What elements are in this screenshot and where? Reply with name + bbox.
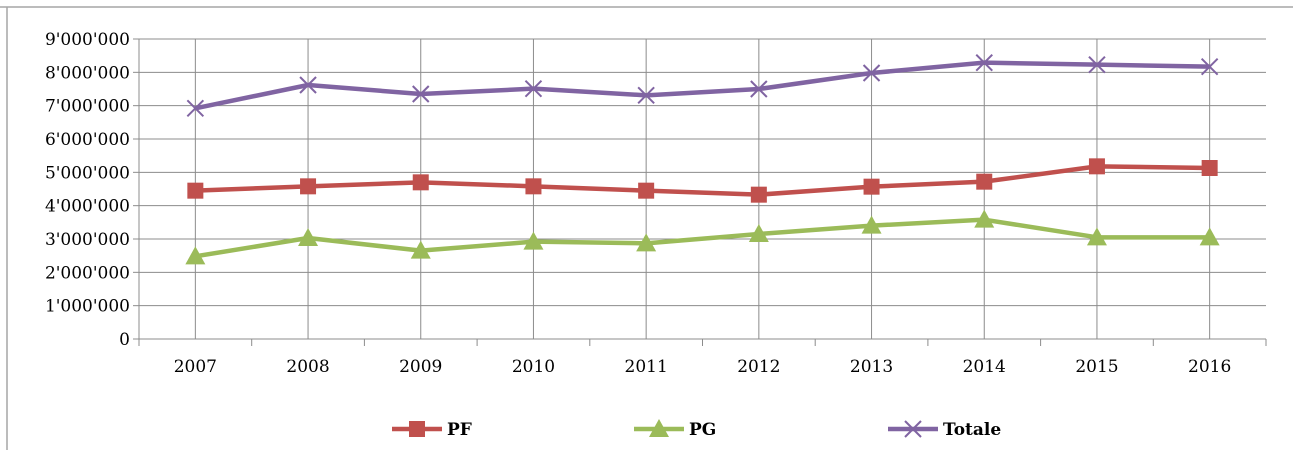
- data-point-totale: [975, 53, 993, 72]
- legend-marker-pg: [649, 419, 669, 437]
- data-point-pf: [638, 182, 655, 199]
- y-tick-label: 9'000'000: [45, 30, 130, 50]
- data-point-totale: [186, 99, 205, 118]
- data-point-pg: [861, 215, 882, 234]
- series-line-pf: [195, 164, 1210, 197]
- y-tick-label: 2'000'000: [45, 263, 130, 283]
- y-tick-label: 5'000'000: [45, 163, 130, 183]
- x-tick-label: 2013: [850, 357, 893, 377]
- legend-item-pf: PF: [392, 420, 472, 440]
- data-point-totale-stroke: [524, 79, 543, 98]
- data-point-totale-stroke: [412, 85, 430, 103]
- data-point-pg: [410, 240, 431, 259]
- data-point-totale-stroke: [750, 80, 768, 98]
- x-tick-label: 2011: [625, 357, 668, 377]
- data-point-totale-stroke: [186, 99, 205, 118]
- data-point-totale-stroke: [862, 64, 881, 82]
- legend-marker-pf: [409, 421, 425, 437]
- y-tick-label: 3'000'000: [45, 230, 130, 250]
- y-tick-label: 4'000'000: [45, 197, 130, 217]
- data-point-totale: [862, 64, 881, 82]
- data-point-pf: [976, 173, 993, 190]
- data-point-pf: [750, 186, 767, 203]
- x-tick-label: 2015: [1075, 357, 1118, 377]
- x-tick-label: 2008: [286, 357, 329, 377]
- series-line-pg: [194, 217, 1210, 259]
- data-point-pf: [187, 182, 204, 199]
- data-point-totale-stroke: [1088, 55, 1106, 74]
- data-point-pg: [636, 233, 657, 252]
- y-tick-label: 6'000'000: [45, 130, 130, 150]
- legend-item-totale: Totale: [888, 420, 1001, 440]
- series-pg: [185, 209, 1220, 265]
- data-point-pg: [974, 209, 995, 228]
- data-point-totale-stroke: [975, 53, 993, 72]
- data-point-totale: [1200, 57, 1219, 76]
- data-point-pf: [525, 178, 542, 195]
- y-tick-label: 7'000'000: [45, 97, 130, 117]
- x-tick-label: 2007: [174, 357, 217, 377]
- data-point-pg: [1086, 227, 1107, 246]
- legend-marker-totale-stroke: [904, 420, 922, 438]
- data-point-pg: [185, 246, 206, 265]
- x-tick-label: 2009: [399, 357, 442, 377]
- x-tick-label: 2012: [737, 357, 780, 377]
- data-point-pf: [412, 174, 429, 191]
- axis-layer: 0 1'000'000 2'000'000 3'000'000 4'000'000 5'0…: [45, 30, 1267, 377]
- series-layer: [185, 53, 1220, 265]
- series-pf: [187, 158, 1218, 203]
- legend-item-pg: PG: [634, 419, 716, 440]
- legend-label-pf: PF: [447, 420, 472, 440]
- data-point-totale: [1088, 55, 1106, 74]
- x-tick-label: 2010: [512, 357, 555, 377]
- series-line-totale: [194, 60, 1210, 111]
- y-tick-label: 1'000'000: [45, 297, 130, 317]
- data-point-totale-stroke: [637, 86, 655, 105]
- data-point-totale: [637, 86, 655, 105]
- data-point-pf: [1201, 160, 1218, 176]
- series-totale: [186, 53, 1219, 118]
- legend-label-pg: PG: [689, 420, 716, 440]
- data-point-totale-stroke: [299, 76, 317, 94]
- y-tick-label: 8'000'000: [45, 63, 130, 83]
- data-point-totale-stroke: [1200, 57, 1219, 76]
- data-point-pf: [1088, 158, 1105, 175]
- legend-marker-totale: [904, 420, 922, 438]
- data-point-pg: [523, 231, 544, 250]
- data-point-totale: [524, 79, 543, 98]
- y-tick-label: 0: [119, 330, 130, 350]
- legend-label-totale: Totale: [943, 420, 1001, 440]
- data-point-pf: [300, 178, 317, 195]
- x-tick-label: 2014: [963, 357, 1006, 377]
- x-tick-label: 2016: [1188, 357, 1231, 377]
- data-point-pg: [298, 228, 319, 246]
- data-point-pg: [748, 224, 769, 242]
- data-point-totale: [412, 85, 430, 103]
- data-point-totale: [750, 80, 768, 98]
- data-point-pg: [1199, 227, 1220, 246]
- data-point-pf: [863, 178, 880, 195]
- data-point-totale: [299, 76, 317, 94]
- legend: PF PG Totale: [392, 419, 1001, 440]
